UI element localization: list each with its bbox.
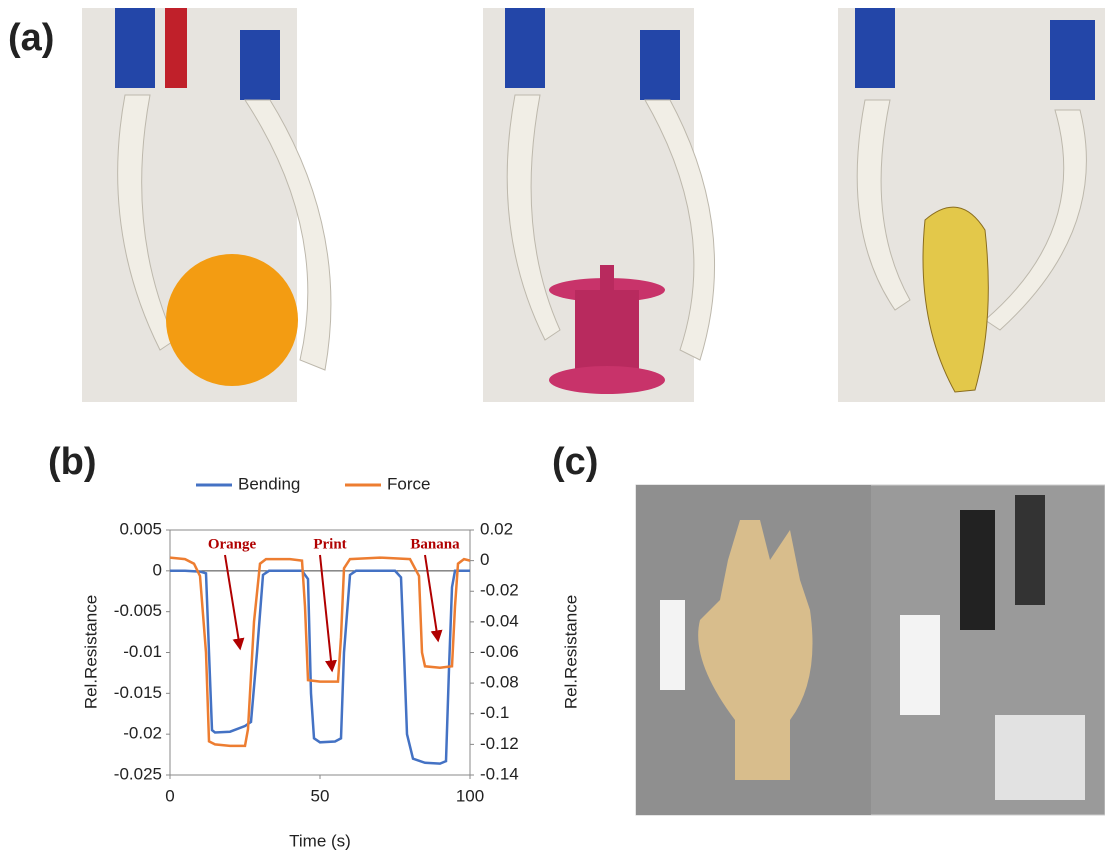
photo-print [483,8,716,402]
y2-tick-label: -0.1 [480,703,509,722]
x-tick-label: 50 [311,786,330,805]
photo-banana [838,8,1105,402]
x-tick-label: 0 [165,786,174,805]
y2-tick-label: -0.12 [480,734,519,753]
render-hands [635,484,1105,816]
plot-frame [169,529,471,776]
photo-orange [82,8,332,402]
y2-tick-label: -0.02 [480,581,519,600]
panel-label: (a) [8,17,54,59]
y2-tick-label: -0.06 [480,642,519,661]
annotation: Print [313,536,346,552]
y-tick-label: -0.025 [114,764,162,783]
y-axis-label: Rel.Resistance [81,595,100,709]
y-tick-label: -0.005 [114,601,162,620]
annotation-arrow [424,554,443,643]
panel-label: (c) [552,441,598,483]
y-tick-label: -0.02 [123,724,162,743]
y2-tick-label: 0.02 [480,519,513,538]
y-tick-label: 0.005 [119,519,162,538]
annotation-arrow [224,554,245,651]
y2-tick-label: -0.08 [480,673,519,692]
x-tick-label: 100 [456,786,484,805]
y2-axis-label: Rel.Resistance [561,595,580,709]
y2-tick-label: 0 [480,550,489,569]
legend-label: Force [387,474,430,493]
y2-tick-label: -0.14 [480,764,519,783]
series-line [169,556,471,748]
y-tick-label: 0 [153,560,162,579]
legend-label: Bending [238,474,300,493]
y2-tick-label: -0.04 [480,611,519,630]
annotation: Banana [410,536,460,552]
y-tick-label: -0.015 [114,683,162,702]
annotation: Orange [208,536,257,552]
x-axis-label: Time (s) [289,831,351,850]
annotation-arrow [319,554,337,673]
series-line [170,569,470,765]
panel-label: (b) [48,441,97,483]
y-tick-label: -0.01 [123,642,162,661]
